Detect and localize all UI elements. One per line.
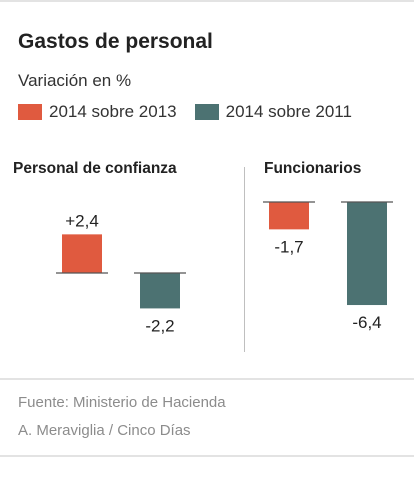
source-line: Fuente: Ministerio de Hacienda (18, 394, 226, 411)
credit-line: A. Meraviglia / Cinco Días (18, 422, 191, 439)
legend-swatch-2013 (18, 104, 42, 120)
panel-title-funcionarios: Funcionarios (264, 160, 362, 177)
bar-funcionarios-2013 (269, 202, 309, 230)
bar-personal-de-confianza-2011 (140, 273, 180, 309)
legend-item-2013: 2014 sobre 2013 (18, 102, 177, 122)
bar-funcionarios-2011 (347, 202, 387, 306)
chart-title: Gastos de personal (18, 30, 213, 53)
source-rule (0, 378, 414, 380)
legend: 2014 sobre 2013 2014 sobre 2011 (18, 101, 370, 123)
top-rule (0, 0, 414, 2)
legend-item-2011: 2014 sobre 2011 (194, 102, 352, 122)
bar-personal-de-confianza-2013 (62, 234, 102, 273)
legend-label-2013: 2014 sobre 2013 (49, 102, 177, 121)
panel-divider (244, 167, 245, 352)
legend-label-2011: 2014 sobre 2011 (225, 102, 352, 121)
chart-subtitle: Variación en % (18, 71, 132, 90)
panel-title-personal-de-confianza: Personal de confianza (13, 160, 177, 177)
value-label-personal-de-confianza-2011: -2,2 (145, 316, 174, 335)
value-label-funcionarios-2011: -6,4 (352, 313, 381, 332)
value-label-funcionarios-2013: -1,7 (274, 237, 303, 256)
bottom-rule (0, 455, 414, 457)
value-label-personal-de-confianza-2013: +2,4 (65, 211, 99, 230)
legend-swatch-2011 (194, 104, 219, 120)
